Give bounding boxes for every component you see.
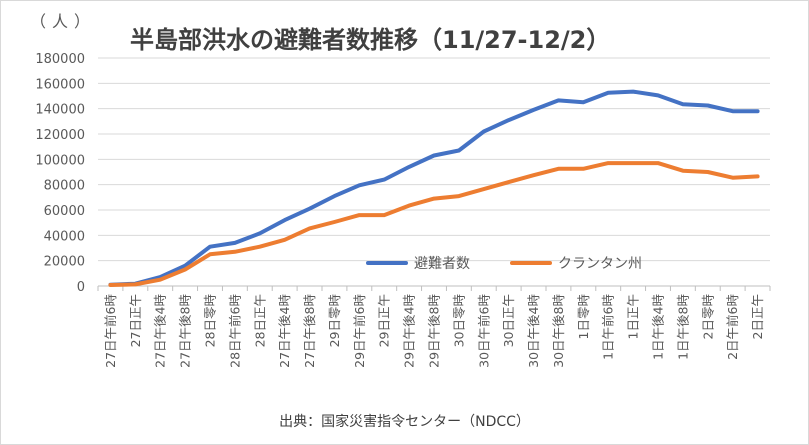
- x-tick-label: 2日零時: [700, 294, 715, 340]
- x-tick-label: 27日午後4時: [277, 294, 292, 368]
- x-tick-label: 1日午前6時: [601, 294, 616, 360]
- y-tick-label: 20000: [44, 255, 85, 270]
- y-axis-unit-label: （人）: [30, 12, 97, 31]
- series-line-1: [108, 161, 760, 287]
- x-axis-ticks: 27日午前6時 27日正午 27日午後4時 27日午後8時 28日零時 28日午前6時 28…: [97, 286, 771, 368]
- x-tick-label: 27日午後8時: [178, 294, 193, 368]
- y-tick-label: 100000: [35, 153, 85, 168]
- x-tick-label: 2日正午: [750, 294, 765, 339]
- y-tick-label: 140000: [35, 103, 85, 118]
- x-tick-label: 29日午後8時: [427, 294, 442, 368]
- x-tick-label: 27日午後8時: [302, 294, 317, 368]
- x-tick-label: 28日零時: [203, 294, 218, 348]
- x-tick-label: 27日午後4時: [153, 294, 168, 368]
- x-tick-label: 1日正午: [626, 294, 641, 339]
- x-tick-label: 27日午前6時: [103, 294, 118, 368]
- y-tick-label: 0: [77, 280, 85, 295]
- x-tick-label: 30日正午: [501, 294, 516, 347]
- x-tick-label: 30日午前6時: [476, 294, 491, 368]
- series-line-0: [108, 89, 760, 287]
- y-tick-label: 180000: [35, 52, 85, 67]
- y-tick-label: 80000: [44, 179, 85, 194]
- chart-title: 半島部洪水の避難者数推移（11/27-12/2）: [130, 26, 611, 54]
- legend: 避難者数 クランタン州: [366, 256, 642, 272]
- x-tick-label: 28日正午: [252, 294, 267, 347]
- y-tick-label: 120000: [35, 128, 85, 143]
- y-tick-label: 40000: [44, 229, 85, 244]
- data-series: [108, 89, 760, 287]
- x-tick-label: 29日午後4時: [402, 294, 417, 368]
- x-tick-label: 2日午前6時: [725, 294, 740, 360]
- x-tick-label: 1日零時: [576, 294, 591, 340]
- x-tick-label: 30日午後8時: [551, 294, 566, 368]
- x-tick-label: 29日零時: [327, 294, 342, 348]
- x-tick-label: 30日午後4時: [526, 294, 541, 368]
- legend-label: クランタン州: [558, 256, 642, 272]
- legend-label: 避難者数: [414, 256, 470, 272]
- x-tick-label: 1日午後8時: [675, 294, 690, 360]
- y-tick-label: 60000: [44, 204, 85, 219]
- x-tick-label: 1日午後4時: [651, 294, 666, 360]
- source-note: 出典：国家災害指令センター（NDCC）: [279, 414, 530, 430]
- x-tick-label: 30日零時: [451, 294, 466, 348]
- x-tick-label: 28日午前6時: [227, 294, 242, 368]
- gridlines: [98, 57, 770, 287]
- y-axis-ticks: 180000 160000 140000 120000 100000 80000 60000…: [35, 52, 85, 295]
- x-tick-label: 29日正午: [377, 294, 392, 347]
- x-tick-label: 29日午前6時: [352, 294, 367, 368]
- y-tick-label: 160000: [35, 77, 85, 92]
- x-tick-label: 27日正午: [128, 294, 143, 347]
